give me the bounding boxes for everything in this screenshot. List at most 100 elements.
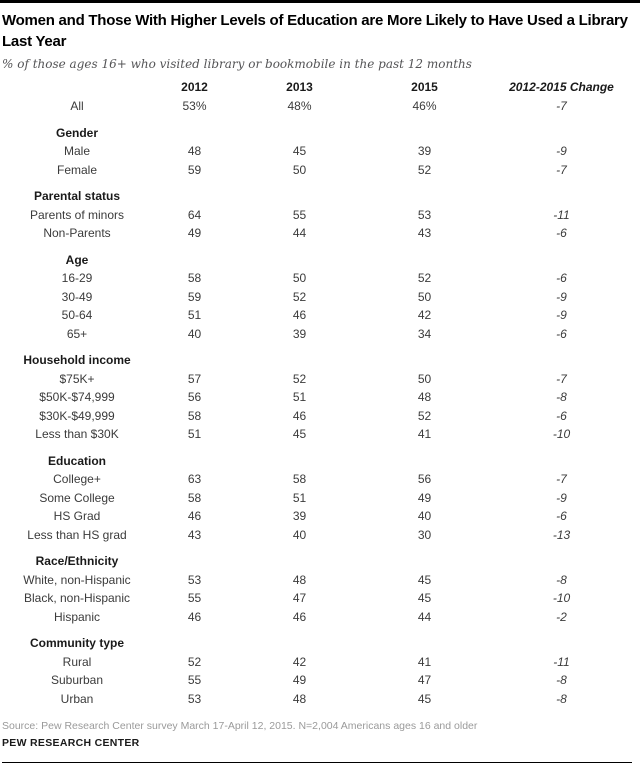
cell-2015: 45 (417, 691, 432, 706)
cell-2015: 45 (417, 572, 432, 587)
table-row: Male 48 45 39 -9 (2, 142, 636, 161)
table-row: Female 59 50 52 -7 (2, 161, 636, 180)
section-empty-cell (362, 544, 487, 571)
row-label: White, non-Hispanic (23, 572, 131, 587)
cell-2015: 48 (417, 390, 432, 405)
cell-change: -13 (552, 527, 571, 542)
data-table: 2012 2013 2015 2012-2015 Change All 53% 48… (2, 76, 636, 708)
table-row: Suburban 55 49 47 -8 (2, 671, 636, 690)
cell-2013: 51 (292, 490, 307, 505)
section-empty-cell (237, 626, 362, 653)
cell-2012: 58 (187, 490, 202, 505)
cell-2015: 46% (412, 99, 437, 114)
chart-subtitle: % of those ages 16+ who visited library … (2, 57, 472, 71)
cell-2013: 48 (292, 572, 307, 587)
cell-change: -8 (556, 691, 567, 706)
section-header-row: Race/Ethnicity (2, 544, 636, 571)
section-empty-cell (152, 626, 237, 653)
cell-2012: 63 (187, 472, 202, 487)
column-header-2015: 2015 (411, 79, 438, 94)
cell-2013: 40 (292, 527, 307, 542)
cell-change: -7 (556, 472, 567, 487)
section-empty-cell (152, 444, 237, 471)
row-label: Suburban (50, 673, 104, 688)
table-row: 30-49 59 52 50 -9 (2, 288, 636, 307)
cell-2012: 46 (187, 509, 202, 524)
table-row: Less than HS grad 43 40 30 -13 (2, 526, 636, 545)
cell-2015: 50 (417, 371, 432, 386)
cell-change: -6 (556, 408, 567, 423)
cell-change: -8 (556, 673, 567, 688)
cell-2013: 52 (292, 371, 307, 386)
cell-2013: 39 (292, 326, 307, 341)
section-empty-cell (237, 116, 362, 143)
row-label: 50-64 (61, 308, 93, 323)
table-row: Hispanic 46 46 44 -2 (2, 608, 636, 627)
cell-change: -11 (553, 654, 570, 669)
cell-2015: 41 (417, 427, 432, 442)
top-accent-bar (0, 0, 640, 3)
cell-2013: 46 (292, 308, 307, 323)
cell-2015: 42 (417, 308, 432, 323)
cell-2015: 30 (417, 527, 432, 542)
table-row: Some College 58 51 49 -9 (2, 489, 636, 508)
row-label: 30-49 (61, 289, 93, 304)
section-header-row: Community type (2, 626, 636, 653)
row-label: Some College (39, 490, 115, 505)
cell-2013: 52 (292, 289, 307, 304)
cell-change: -9 (556, 144, 567, 159)
row-label: $30K-$49,999 (39, 408, 115, 423)
row-label: Hispanic (53, 609, 101, 624)
column-header-blank (2, 76, 152, 97)
section-header: Race/Ethnicity (35, 554, 119, 569)
cell-2012: 40 (187, 326, 202, 341)
cell-2012: 51 (187, 427, 202, 442)
row-label: Less than HS grad (27, 527, 127, 542)
cell-2013: 49 (292, 673, 307, 688)
cell-2012: 53 (187, 691, 202, 706)
cell-2013: 42 (292, 654, 307, 669)
cell-change: -7 (556, 162, 567, 177)
cell-2015: 34 (417, 326, 432, 341)
section-empty-cell (152, 544, 237, 571)
section-header: Education (47, 453, 106, 468)
cell-change: -7 (556, 371, 567, 386)
cell-change: -8 (556, 390, 567, 405)
section-empty-cell (487, 343, 636, 370)
cell-2013: 48 (292, 691, 307, 706)
cell-2015: 47 (417, 673, 432, 688)
cell-2013: 55 (292, 207, 307, 222)
cell-2012: 55 (187, 673, 202, 688)
row-label: 16-29 (61, 271, 93, 286)
cell-change: -6 (556, 226, 567, 241)
cell-2012: 57 (187, 371, 202, 386)
cell-change: -9 (556, 289, 567, 304)
cell-2012: 46 (187, 609, 202, 624)
cell-2013: 45 (292, 144, 307, 159)
cell-2015: 39 (417, 144, 432, 159)
section-empty-cell (362, 444, 487, 471)
cell-2013: 50 (292, 162, 307, 177)
section-empty-cell (152, 243, 237, 270)
section-header-row: Parental status (2, 179, 636, 206)
section-header: Gender (55, 125, 98, 140)
cell-2012: 52 (187, 654, 202, 669)
cell-2012: 49 (187, 226, 202, 241)
bottom-divider (2, 762, 632, 763)
cell-2013: 39 (292, 509, 307, 524)
cell-2012: 53% (182, 99, 207, 114)
cell-2013: 58 (292, 472, 307, 487)
section-header: Parental status (33, 189, 121, 204)
row-label: Non-Parents (43, 226, 111, 241)
cell-2012: 55 (187, 591, 202, 606)
section-empty-cell (487, 544, 636, 571)
table-row: Black, non-Hispanic 55 47 45 -10 (2, 589, 636, 608)
row-label: Black, non-Hispanic (23, 591, 131, 606)
cell-change: -7 (556, 99, 567, 114)
table-row: Rural 52 42 41 -11 (2, 653, 636, 672)
cell-2013: 50 (292, 271, 307, 286)
section-empty-cell (487, 116, 636, 143)
table-row: 65+ 40 39 34 -6 (2, 325, 636, 344)
cell-2015: 40 (417, 509, 432, 524)
cell-2015: 44 (417, 609, 432, 624)
